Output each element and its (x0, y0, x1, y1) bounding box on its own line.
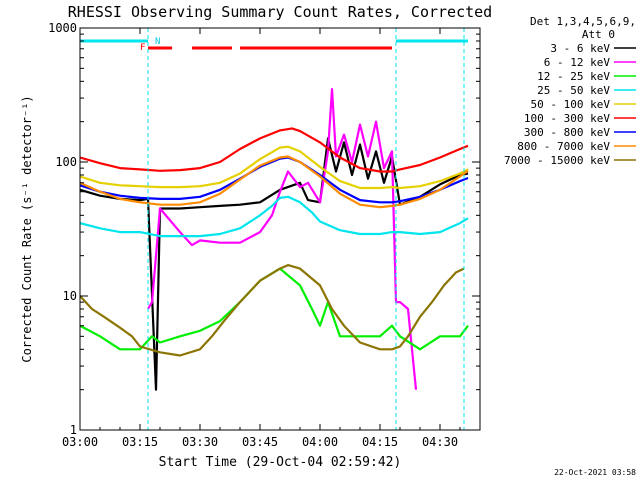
x-tick-label: 03:45 (242, 435, 278, 449)
x-tick-label: 04:00 (302, 435, 338, 449)
vertical-markers (147, 28, 465, 430)
legend-label: 100 - 300 keV (524, 112, 610, 125)
flag-label-n: N (155, 37, 160, 47)
legend-header-line-2: Att 0 (582, 28, 615, 41)
y-axis-label: Corrected Count Rate (s⁻¹ detector⁻¹) (20, 95, 34, 362)
series-layer (80, 87, 469, 391)
x-tick-label: 03:30 (182, 435, 218, 449)
legend-label: 25 - 50 keV (537, 84, 610, 97)
y-axis: 1 10 100 1000 (48, 21, 480, 437)
y-tick-label: 1 (70, 423, 77, 437)
series-line (80, 137, 469, 391)
series-line (80, 267, 469, 351)
series-line (80, 155, 469, 209)
footer-timestamp: 22-Oct-2021 03:58 (554, 468, 636, 477)
series-line (80, 127, 469, 173)
legend-label: 7000 - 15000 keV (504, 154, 610, 167)
series-line (80, 264, 465, 357)
x-tick-label: 03:15 (122, 435, 158, 449)
legend-header-line-1: Det 1,3,4,5,6,9, (530, 15, 636, 28)
x-axis: 03:00 03:15 03:30 03:45 04:00 04:15 04:30 (62, 28, 481, 449)
series-line (80, 156, 469, 204)
y-tick-label: 100 (55, 155, 77, 169)
y-tick-label: 10 (63, 289, 77, 303)
legend-label: 50 - 100 keV (531, 98, 611, 111)
x-axis-label: Start Time (29-Oct-04 02:59:42) (159, 455, 402, 470)
x-tick-label: 03:00 (62, 435, 98, 449)
series-line (80, 195, 469, 238)
y-tick-label: 1000 (48, 21, 77, 35)
series-line (147, 87, 418, 390)
plot-frame (79, 27, 481, 431)
chart-title: RHESSI Observing Summary Count Rates, Co… (68, 3, 492, 21)
legend-label: 300 - 800 keV (524, 126, 610, 139)
legend-label: 3 - 6 keV (550, 42, 610, 55)
flag-label-f: F (140, 43, 145, 53)
legend-label: 800 - 7000 keV (517, 140, 610, 153)
series-line (80, 145, 469, 190)
x-tick-label: 04:15 (362, 435, 398, 449)
x-tick-label: 04:30 (422, 435, 458, 449)
legend-label: 12 - 25 keV (537, 70, 610, 83)
legend-label: 6 - 12 keV (544, 56, 611, 69)
